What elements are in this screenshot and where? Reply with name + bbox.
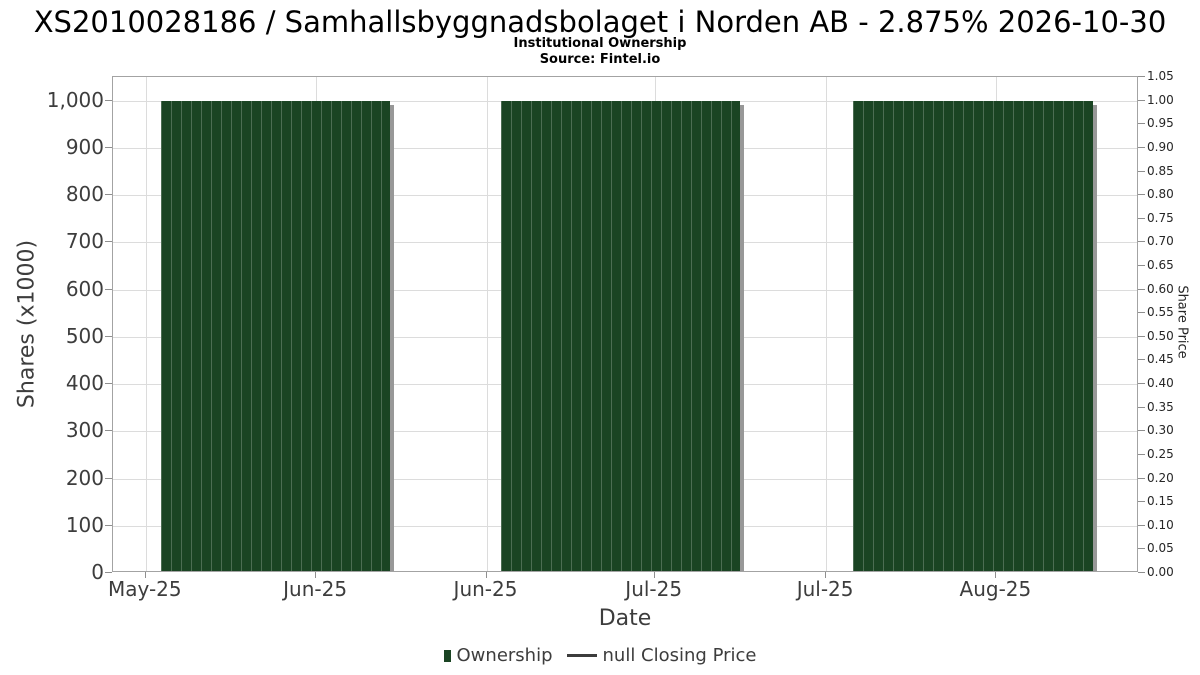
y-axis-tick-mark-right	[1138, 76, 1145, 77]
y-axis-tick-mark-left	[105, 146, 112, 148]
x-axis-tick-mark	[315, 572, 317, 578]
y-axis-tick-mark-right	[1138, 430, 1145, 432]
y-axis-tick-mark-right	[1138, 572, 1145, 573]
y-axis-tick-mark-left	[105, 383, 112, 384]
y-axis-tick-mark-right	[1138, 217, 1145, 219]
y-axis-tick-mark-left	[105, 430, 112, 432]
y-axis-tick-label-left: 300	[65, 418, 104, 443]
x-axis-tick-label: Jul-25	[796, 577, 854, 601]
y-axis-tick-mark-left	[105, 99, 112, 101]
x-axis-tick-label: Jul-25	[625, 577, 683, 601]
y-axis-tick-mark-left	[105, 194, 112, 196]
y-axis-tick-mark-right	[1138, 501, 1145, 503]
chart-source-note: Source: Fintel.io	[539, 52, 661, 67]
y-axis-tick-label-left: 100	[65, 512, 104, 537]
y-axis-tick-label-right: 1.00	[1147, 92, 1174, 107]
y-axis-tick-mark-left	[105, 335, 112, 337]
ownership-bar-group	[161, 100, 390, 571]
y-axis-tick-label-right: 0.05	[1147, 541, 1174, 556]
x-axis-tick-label: Jun-25	[453, 577, 518, 601]
y-axis-tick-mark-right	[1138, 335, 1145, 337]
y-axis-tick-label-right: 0.70	[1147, 234, 1174, 249]
gridline-vertical	[486, 77, 488, 571]
x-axis-tick-mark	[995, 572, 997, 578]
y-axis-tick-mark-right	[1138, 123, 1145, 125]
y-axis-tick-label-right: 0.40	[1147, 376, 1174, 390]
y-axis-tick-label-left: 800	[65, 182, 104, 207]
y-axis-tick-mark-right	[1138, 406, 1145, 408]
y-axis-tick-mark-right	[1138, 477, 1145, 479]
y-axis-tick-mark-left	[105, 477, 112, 479]
y-axis-tick-label-right: 0.15	[1147, 494, 1174, 509]
y-axis-tick-label-left: 600	[65, 276, 104, 301]
y-axis-tick-label-right: 0.30	[1147, 423, 1174, 438]
y-axis-tick-label-right: 0.65	[1147, 258, 1174, 272]
legend-item-label: Ownership	[456, 645, 553, 666]
y-axis-tick-label-right: 0.35	[1147, 399, 1174, 414]
legend-item-ownership: Ownership	[443, 645, 553, 666]
y-axis-tick-label-right: 0.60	[1147, 281, 1174, 296]
chart-subtitle: Institutional Ownership	[513, 36, 687, 51]
x-axis-tick-mark	[825, 572, 827, 578]
y-axis-tick-label-right: 0.55	[1147, 305, 1174, 320]
y-axis-tick-mark-right	[1138, 312, 1145, 314]
gridline-vertical	[826, 77, 828, 571]
legend: Ownership null Closing Price	[0, 645, 1200, 666]
y-axis-tick-label-right: 0.90	[1147, 139, 1174, 154]
y-axis-tick-mark-right	[1138, 383, 1145, 384]
legend-square-marker-icon	[443, 649, 451, 662]
y-axis-tick-mark-right	[1138, 194, 1145, 196]
legend-item-label: null Closing Price	[602, 645, 757, 666]
y-axis-tick-label-left: 0	[91, 560, 104, 584]
y-axis-tick-label-right: 0.20	[1147, 470, 1174, 485]
ownership-bar-group	[852, 100, 1093, 571]
x-axis-tick-mark	[653, 572, 655, 578]
y-axis-tick-mark-left	[105, 572, 112, 573]
chart-title: XS2010028186 / Samhallsbyggnadsbolaget i…	[33, 5, 1167, 39]
y-axis-tick-mark-right	[1138, 453, 1145, 455]
y-axis-tick-label-right: 0.85	[1147, 163, 1174, 178]
x-axis-tick-label: May-25	[107, 577, 182, 601]
y-axis-tick-mark-right	[1138, 265, 1145, 266]
x-axis-label: Date	[598, 606, 652, 631]
x-axis-tick-mark	[144, 572, 146, 578]
y-axis-tick-label-left: 900	[65, 134, 104, 159]
legend-item-null-closing-price: null Closing Price	[566, 645, 757, 666]
y-axis-tick-label-right: 0.10	[1147, 517, 1174, 532]
y-axis-tick-mark-right	[1138, 359, 1145, 361]
ownership-bar-group	[500, 100, 740, 571]
y-axis-tick-label-right: 1.05	[1147, 69, 1174, 83]
y-axis-tick-label-left: 400	[65, 371, 104, 395]
y-axis-tick-mark-right	[1138, 99, 1145, 101]
x-axis-tick-mark	[485, 572, 487, 578]
gridline-vertical	[145, 77, 147, 571]
y-axis-tick-label-left: 200	[65, 465, 104, 490]
x-axis-tick-label: Jun-25	[283, 577, 348, 601]
y-axis-tick-label-left: 500	[65, 323, 104, 348]
plot-area	[112, 76, 1138, 572]
y-axis-tick-label-left: 700	[65, 229, 104, 254]
y-axis-tick-label-right: 0.75	[1147, 210, 1174, 225]
y-axis-tick-label-right: 0.00	[1147, 565, 1174, 579]
y-axis-tick-label-right: 0.95	[1147, 116, 1174, 131]
legend-dash-marker-icon	[566, 654, 597, 657]
y-axis-label-right: Share Price	[1174, 285, 1190, 359]
y-axis-tick-mark-right	[1138, 524, 1145, 526]
y-axis-tick-label-right: 0.25	[1147, 446, 1174, 461]
y-axis-tick-mark-left	[105, 524, 112, 526]
y-axis-tick-label-left: 1,000	[46, 87, 104, 112]
y-axis-tick-mark-right	[1138, 241, 1145, 243]
y-axis-tick-label-right: 0.80	[1147, 187, 1174, 202]
y-axis-tick-mark-left	[105, 288, 112, 290]
y-axis-tick-mark-right	[1138, 170, 1145, 172]
y-axis-tick-label-right: 0.45	[1147, 352, 1174, 367]
y-axis-tick-mark-right	[1138, 288, 1145, 290]
y-axis-tick-mark-right	[1138, 146, 1145, 148]
y-axis-tick-mark-left	[105, 241, 112, 243]
x-axis-tick-label: Aug-25	[959, 577, 1032, 601]
y-axis-tick-label-right: 0.50	[1147, 328, 1174, 343]
y-axis-tick-mark-right	[1138, 548, 1145, 550]
